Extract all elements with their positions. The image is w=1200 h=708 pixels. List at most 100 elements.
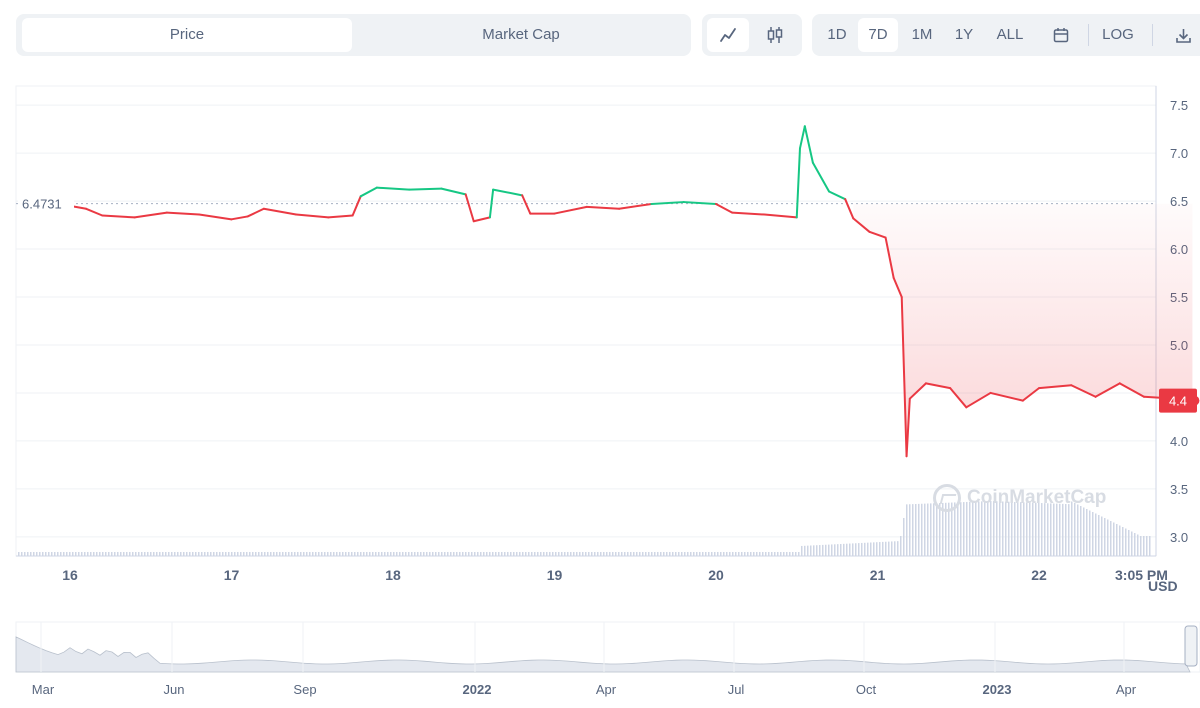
volume-bar [441, 552, 443, 556]
volume-bar [378, 552, 380, 556]
volume-bar [183, 552, 185, 556]
range-1d[interactable]: 1D [827, 26, 847, 43]
calendar-icon [1053, 28, 1069, 43]
volume-bar [414, 552, 416, 556]
volume-bar [444, 552, 446, 556]
volume-bar [267, 552, 269, 556]
volume-bar [1020, 502, 1022, 556]
volume-bar [858, 543, 860, 556]
volume-bar [195, 552, 197, 556]
volume-bar [465, 552, 467, 556]
volume-bar [885, 541, 887, 556]
log-scale-button[interactable]: LOG [1102, 26, 1134, 43]
volume-bar [792, 552, 794, 556]
volume-bar [471, 552, 473, 556]
volume-bar [768, 552, 770, 556]
price-segment [763, 213, 798, 219]
volume-bar [735, 552, 737, 556]
volume-bar [528, 552, 530, 556]
volume-bar [429, 552, 431, 556]
price-segment [989, 391, 1024, 402]
tab-market-cap[interactable]: Market Cap [482, 26, 560, 43]
volume-bar [1041, 503, 1043, 556]
volume-bar [969, 501, 971, 556]
line-chart-button[interactable] [707, 18, 749, 52]
price-segment [492, 188, 524, 197]
price-segment [868, 230, 887, 239]
range-7d[interactable]: 7D [858, 18, 898, 52]
volume-bar [345, 552, 347, 556]
volume-bar [630, 552, 632, 556]
price-segment [408, 187, 443, 191]
volume-bar [561, 552, 563, 556]
volume-bar [324, 552, 326, 556]
volume-bar [336, 552, 338, 556]
volume-bar [270, 552, 272, 556]
volume-bar [780, 552, 782, 556]
volume-bar [24, 552, 26, 556]
volume-bar [804, 545, 806, 556]
volume-bar [762, 552, 764, 556]
volume-bar [66, 552, 68, 556]
watermark-text: CoinMarketCap [967, 487, 1107, 508]
volume-bar [174, 552, 176, 556]
volume-bar [984, 501, 986, 556]
volume-bar [624, 552, 626, 556]
volume-bar [357, 552, 359, 556]
volume-bar [135, 552, 137, 556]
candlestick-icon [767, 27, 783, 43]
volume-bar [690, 552, 692, 556]
volume-bar [489, 552, 491, 556]
volume-bar [453, 552, 455, 556]
volume-bar [207, 552, 209, 556]
range-1m[interactable]: 1M [911, 26, 933, 43]
price-segment [1070, 384, 1097, 398]
price-segment [949, 387, 968, 409]
volume-bar [1059, 503, 1061, 556]
candlestick-chart-button[interactable] [754, 18, 796, 52]
tab-price[interactable]: Price [22, 18, 352, 52]
volume-bar [795, 552, 797, 556]
price-segment [650, 201, 685, 205]
volume-bar [510, 552, 512, 556]
range-navigator[interactable]: Mar Jun Sep 2022 Apr Jul Oct 2023 Apr [0, 618, 1200, 708]
range-1y[interactable]: 1Y [954, 26, 974, 43]
volume-bar [1101, 516, 1103, 556]
volume-bar [618, 552, 620, 556]
volume-bar [300, 552, 302, 556]
volume-bar [960, 502, 962, 556]
volume-bar [723, 552, 725, 556]
volume-bar [90, 552, 92, 556]
range-all[interactable]: ALL [996, 26, 1024, 43]
volume-bar [318, 552, 320, 556]
volume-bar [849, 543, 851, 556]
volume-bar [498, 552, 500, 556]
volume-bar [1143, 536, 1145, 556]
volume-bar [432, 552, 434, 556]
date-range-button[interactable] [1044, 18, 1078, 52]
volume-bar [375, 552, 377, 556]
price-segment [731, 211, 766, 216]
price-chart[interactable]: 7.57.06.56.05.55.04.54.03.53.01617181920… [0, 78, 1200, 598]
volume-bar [1128, 530, 1130, 556]
volume-bar [993, 501, 995, 556]
volume-bar [492, 552, 494, 556]
volume-bar [774, 552, 776, 556]
volume-bar [657, 552, 659, 556]
volume-bar [771, 552, 773, 556]
volume-bar [447, 552, 449, 556]
price-segment [884, 236, 895, 279]
volume-bar [525, 552, 527, 556]
volume-bar [204, 552, 206, 556]
download-button[interactable] [1166, 18, 1200, 52]
volume-bar [840, 544, 842, 556]
current-price-label: 4.4 [1169, 394, 1187, 409]
volume-bar [666, 552, 668, 556]
volume-bar [750, 552, 752, 556]
volume-bar [903, 518, 905, 556]
volume-bar [36, 552, 38, 556]
volume-bar [78, 552, 80, 556]
volume-bar [954, 502, 956, 556]
volume-bar [225, 552, 227, 556]
volume-bar [876, 542, 878, 556]
